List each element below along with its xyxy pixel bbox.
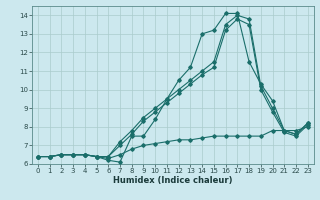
- X-axis label: Humidex (Indice chaleur): Humidex (Indice chaleur): [113, 176, 233, 185]
